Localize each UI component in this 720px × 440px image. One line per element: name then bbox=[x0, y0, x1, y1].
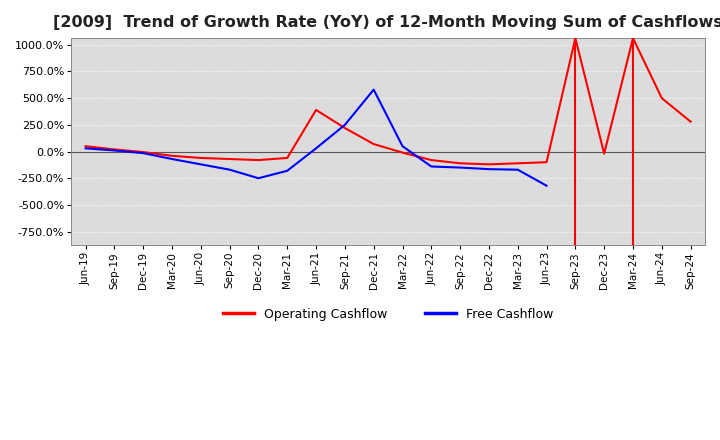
Legend: Operating Cashflow, Free Cashflow: Operating Cashflow, Free Cashflow bbox=[217, 303, 559, 326]
Title: [2009]  Trend of Growth Rate (YoY) of 12-Month Moving Sum of Cashflows: [2009] Trend of Growth Rate (YoY) of 12-… bbox=[53, 15, 720, 30]
